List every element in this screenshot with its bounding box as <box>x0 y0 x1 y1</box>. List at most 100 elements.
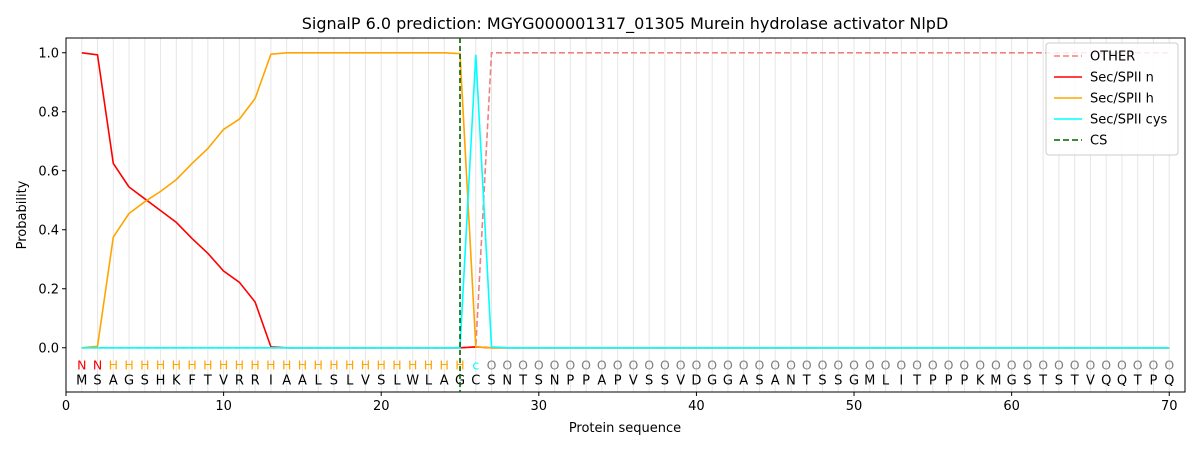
residue-letter: S <box>535 374 543 389</box>
y-tick-label: 0.6 <box>38 164 59 179</box>
residue-state-label: H <box>156 357 165 372</box>
residue-letter: R <box>235 374 244 389</box>
residue-state-label: H <box>282 357 291 372</box>
series-line-sec-spii-cys <box>81 54 1170 349</box>
residue-state-label: O <box>660 357 670 372</box>
residue-letter: A <box>739 374 748 389</box>
residue-letter: L <box>315 374 323 389</box>
residue-state-label: H <box>219 357 228 372</box>
residue-state-label: H <box>250 357 259 372</box>
residue-letter: S <box>661 374 669 389</box>
residue-letter: A <box>440 374 449 389</box>
residue-state-label: H <box>266 357 275 372</box>
residue-state-label: O <box>502 357 512 372</box>
residue-letter: N <box>502 374 512 389</box>
residue-letter: S <box>818 374 826 389</box>
y-tick-label: 1.0 <box>38 46 59 61</box>
residue-letter: L <box>346 374 354 389</box>
residue-letter: I <box>269 374 273 389</box>
residue-letter: N <box>550 374 560 389</box>
y-tick-label: 0.4 <box>38 223 59 238</box>
chart-title: SignalP 6.0 prediction: MGYG000001317_01… <box>302 14 949 34</box>
residue-state-label: H <box>109 357 118 372</box>
x-tick-label: 40 <box>688 399 705 414</box>
series-line-other <box>81 51 1170 349</box>
residue-state-label: c <box>472 357 479 372</box>
residue-letter: A <box>282 374 291 389</box>
y-tick-label: 0.2 <box>38 282 59 297</box>
residue-letter: G <box>124 374 134 389</box>
residue-letter: A <box>597 374 606 389</box>
residue-state-label: N <box>77 357 86 372</box>
residue-state-label: O <box>1070 357 1080 372</box>
residue-state-label: O <box>849 357 859 372</box>
residue-letter: T <box>1070 374 1079 389</box>
residue-state-label: O <box>881 357 891 372</box>
residue-letter: M <box>76 374 87 389</box>
plot-frame <box>65 37 1186 393</box>
residue-state-label: O <box>1038 357 1048 372</box>
residue-letter: P <box>929 374 937 389</box>
residue-state-label: O <box>975 357 985 372</box>
residue-letter: S <box>141 374 149 389</box>
residue-letter: S <box>755 374 763 389</box>
residue-letter: S <box>93 374 101 389</box>
residue-letter: Q <box>1117 374 1127 389</box>
residue-letter: D <box>691 374 701 389</box>
legend-label-sec-spii-h: Sec/SPII h <box>1090 92 1154 107</box>
residue-state-label: O <box>550 357 560 372</box>
y-tick-label: 0.8 <box>38 105 59 120</box>
residue-state-label: O <box>723 357 733 372</box>
residue-state-label: O <box>944 357 954 372</box>
residue-state-label: H <box>345 357 354 372</box>
residue-letter: A <box>298 374 307 389</box>
residue-letter: T <box>1133 374 1142 389</box>
residue-state-label: O <box>707 357 717 372</box>
residue-letter: S <box>1055 374 1063 389</box>
residue-letter: N <box>786 374 796 389</box>
legend-label-sec-spii-cys: Sec/SPII cys <box>1090 113 1168 128</box>
residue-letter: L <box>393 374 401 389</box>
residue-letter: L <box>425 374 433 389</box>
residue-state-label: O <box>912 357 922 372</box>
legend-box <box>1045 42 1179 156</box>
x-tick-label: 60 <box>1003 399 1020 414</box>
residue-letter: A <box>109 374 118 389</box>
residue-state-label: O <box>613 357 623 372</box>
residue-state-label: H <box>313 357 322 372</box>
residue-state-label: O <box>1101 357 1111 372</box>
residue-letter: L <box>882 374 890 389</box>
residue-state-label: H <box>377 357 386 372</box>
residue-state-label: N <box>93 357 102 372</box>
residue-letter: G <box>455 374 465 389</box>
residue-state-label: O <box>692 357 702 372</box>
residue-state-label: H <box>408 357 417 372</box>
residue-state-label: H <box>172 357 181 372</box>
residue-letter: V <box>219 374 228 389</box>
residue-state-label: O <box>597 357 607 372</box>
x-tick-label: 70 <box>1161 399 1178 414</box>
residue-state-label: O <box>1164 357 1174 372</box>
residue-letter: G <box>1007 374 1017 389</box>
x-tick-label: 20 <box>373 399 390 414</box>
residue-letter: S <box>645 374 653 389</box>
residue-state-label: O <box>991 357 1001 372</box>
residue-letter: V <box>361 374 370 389</box>
residue-letter: H <box>156 374 166 389</box>
y-axis-label: Probability <box>15 180 30 249</box>
residue-letter: S <box>377 374 385 389</box>
residue-state-label: O <box>534 357 544 372</box>
residue-letter: P <box>566 374 574 389</box>
residue-state-label: O <box>518 357 528 372</box>
residue-state-label: O <box>865 357 875 372</box>
residue-letter: P <box>945 374 953 389</box>
residue-letter: T <box>1038 374 1047 389</box>
residue-state-label: O <box>1022 357 1032 372</box>
residue-state-label: H <box>392 357 401 372</box>
residue-state-label: H <box>140 357 149 372</box>
residue-state-label: O <box>487 357 497 372</box>
residue-letter: R <box>251 374 260 389</box>
residue-letter: P <box>614 374 622 389</box>
residue-state-label: H <box>124 357 133 372</box>
